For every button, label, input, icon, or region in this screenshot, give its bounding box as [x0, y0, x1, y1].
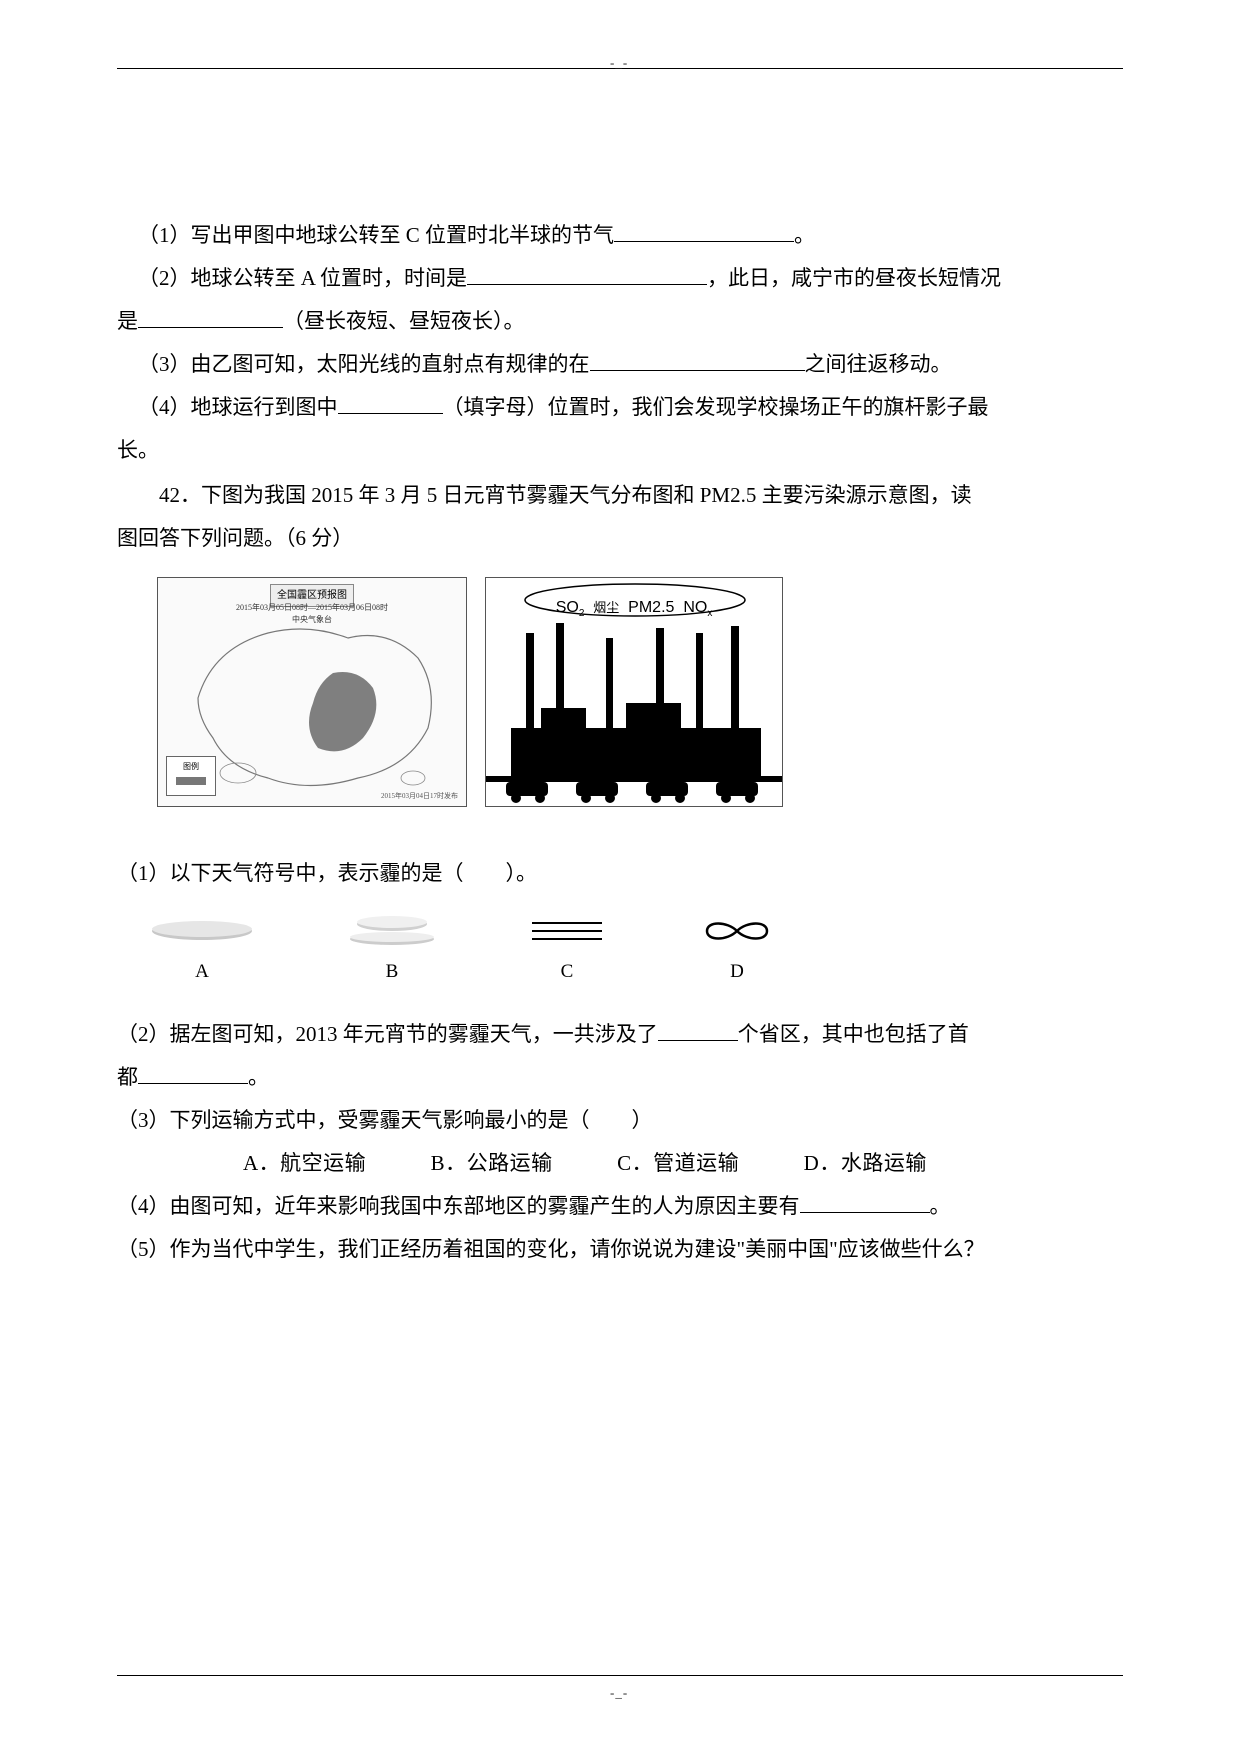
q42-2b: 个省区，其中也包括了首 — [738, 1022, 969, 1046]
opt-a-label: A — [195, 961, 209, 982]
opt-a[interactable]: A — [147, 913, 257, 990]
q1-2a: （2）地球公转至 A 位置时，时间是 — [138, 266, 467, 290]
q1-line1: （1）写出甲图中地球公转至 C 位置时北半球的节气 。 — [117, 215, 1123, 256]
q42-p3-choices: A．航空运输 B．公路运输 C．管道运输 D．水路运输 — [117, 1143, 1123, 1184]
q42-2c: 都 — [117, 1065, 138, 1089]
q42-p3: （3）下列运输方式中，受雾霾天气影响最小的是（ ） — [117, 1100, 1123, 1141]
infinity-icon — [697, 913, 777, 949]
blank[interactable] — [467, 263, 707, 285]
blank[interactable] — [138, 306, 283, 328]
header-mark: -_- — [610, 50, 628, 75]
q1-5a: （4）地球运行到图中 — [138, 395, 338, 419]
blank[interactable] — [800, 1191, 930, 1213]
factory-icon — [486, 578, 783, 807]
fog-symbol-b-icon — [347, 913, 437, 949]
opt-d-label: D — [730, 961, 744, 982]
q1-line3: 是 （昼长夜短、昼短夜长）。 — [117, 301, 1123, 342]
footer-mark: -_- — [610, 1680, 628, 1705]
q42-intro-b: 图回答下列问题。（6 分） — [117, 518, 1123, 559]
q1-3a: 是 — [117, 309, 138, 333]
figure-row: 全国霾区预报图 2015年03月05日08时—2015年03月06日08时 中央… — [157, 577, 1123, 807]
q42-p2-line2: 都。 — [117, 1057, 1123, 1098]
q42-intro-a: 42．下图为我国 2015 年 3 月 5 日元宵节雾霾天气分布图和 PM2.5… — [117, 475, 1123, 516]
q1-5b: （填字母）位置时，我们会发现学校操场正午的旗杆影子最 — [443, 395, 989, 419]
map-legend: 图例 — [166, 756, 216, 796]
q1-1b: 。 — [794, 223, 815, 247]
opt-b-label: B — [386, 961, 399, 982]
q1-2b: ，此日，咸宁市的昼夜长短情况 — [707, 266, 1001, 290]
q42-4b: 。 — [930, 1194, 951, 1218]
opt-c-label: C — [561, 961, 574, 982]
footer-rule — [117, 1675, 1123, 1676]
opt-b[interactable]: B — [347, 913, 437, 990]
q42-4a: （4）由图可知，近年来影响我国中东部地区的雾霾产生的人为原因主要有 — [117, 1194, 800, 1218]
map-date: 2015年03月04日17时发布 — [381, 790, 458, 804]
q42-p1: （1）以下天气符号中，表示霾的是（ ）。 — [117, 853, 1123, 894]
q1-line5: （4）地球运行到图中 （填字母）位置时，我们会发现学校操场正午的旗杆影子最 — [117, 387, 1123, 428]
q1-line2: （2）地球公转至 A 位置时，时间是 ，此日，咸宁市的昼夜长短情况 — [117, 258, 1123, 299]
q1-1a: （1）写出甲图中地球公转至 C 位置时北半球的节气 — [138, 223, 614, 247]
q1-3b: （昼长夜短、昼短夜长）。 — [283, 309, 525, 333]
blank[interactable] — [590, 349, 805, 371]
haze-map: 全国霾区预报图 2015年03月05日08时—2015年03月06日08时 中央… — [157, 577, 467, 807]
q42-p4: （4）由图可知，近年来影响我国中东部地区的雾霾产生的人为原因主要有 。 — [117, 1186, 1123, 1227]
content-area: （1）写出甲图中地球公转至 C 位置时北半球的节气。 （2）地球公转至 A 位置… — [117, 215, 1123, 1272]
blank[interactable] — [138, 1062, 248, 1084]
opt-d[interactable]: D — [697, 913, 777, 990]
legend-label: 图例 — [183, 762, 199, 771]
q1-line6: 长。 — [117, 430, 1123, 471]
blank[interactable] — [614, 220, 794, 242]
haze-lines-icon — [527, 913, 607, 949]
q1-line4: （3）由乙图可知，太阳光线的直射点有规律的在 之间往返移动。 — [117, 344, 1123, 385]
blank[interactable] — [338, 392, 443, 414]
q42-2a: （2）据左图可知，2013 年元宵节的雾霾天气，一共涉及了 — [117, 1022, 658, 1046]
weather-options: A B C — [147, 913, 1123, 990]
legend-swatch — [176, 777, 206, 785]
q1-4a: （3）由乙图可知，太阳光线的直射点有规律的在 — [138, 352, 590, 376]
fog-symbol-a-icon — [147, 913, 257, 949]
q1-4b: 之间往返移动。 — [805, 352, 952, 376]
opt-c[interactable]: C — [527, 913, 607, 990]
q42-p5: （5）作为当代中学生，我们正经历着祖国的变化，请你说说为建设"美丽中国"应该做些… — [117, 1229, 1123, 1270]
blank[interactable] — [658, 1019, 738, 1041]
q42-2d: 。 — [248, 1065, 269, 1089]
pm25-diagram: SO2 烟尘 PM2.5 NOx — [485, 577, 783, 807]
q42-p2-line1: （2）据左图可知，2013 年元宵节的雾霾天气，一共涉及了 个省区，其中也包括了首 — [117, 1014, 1123, 1055]
